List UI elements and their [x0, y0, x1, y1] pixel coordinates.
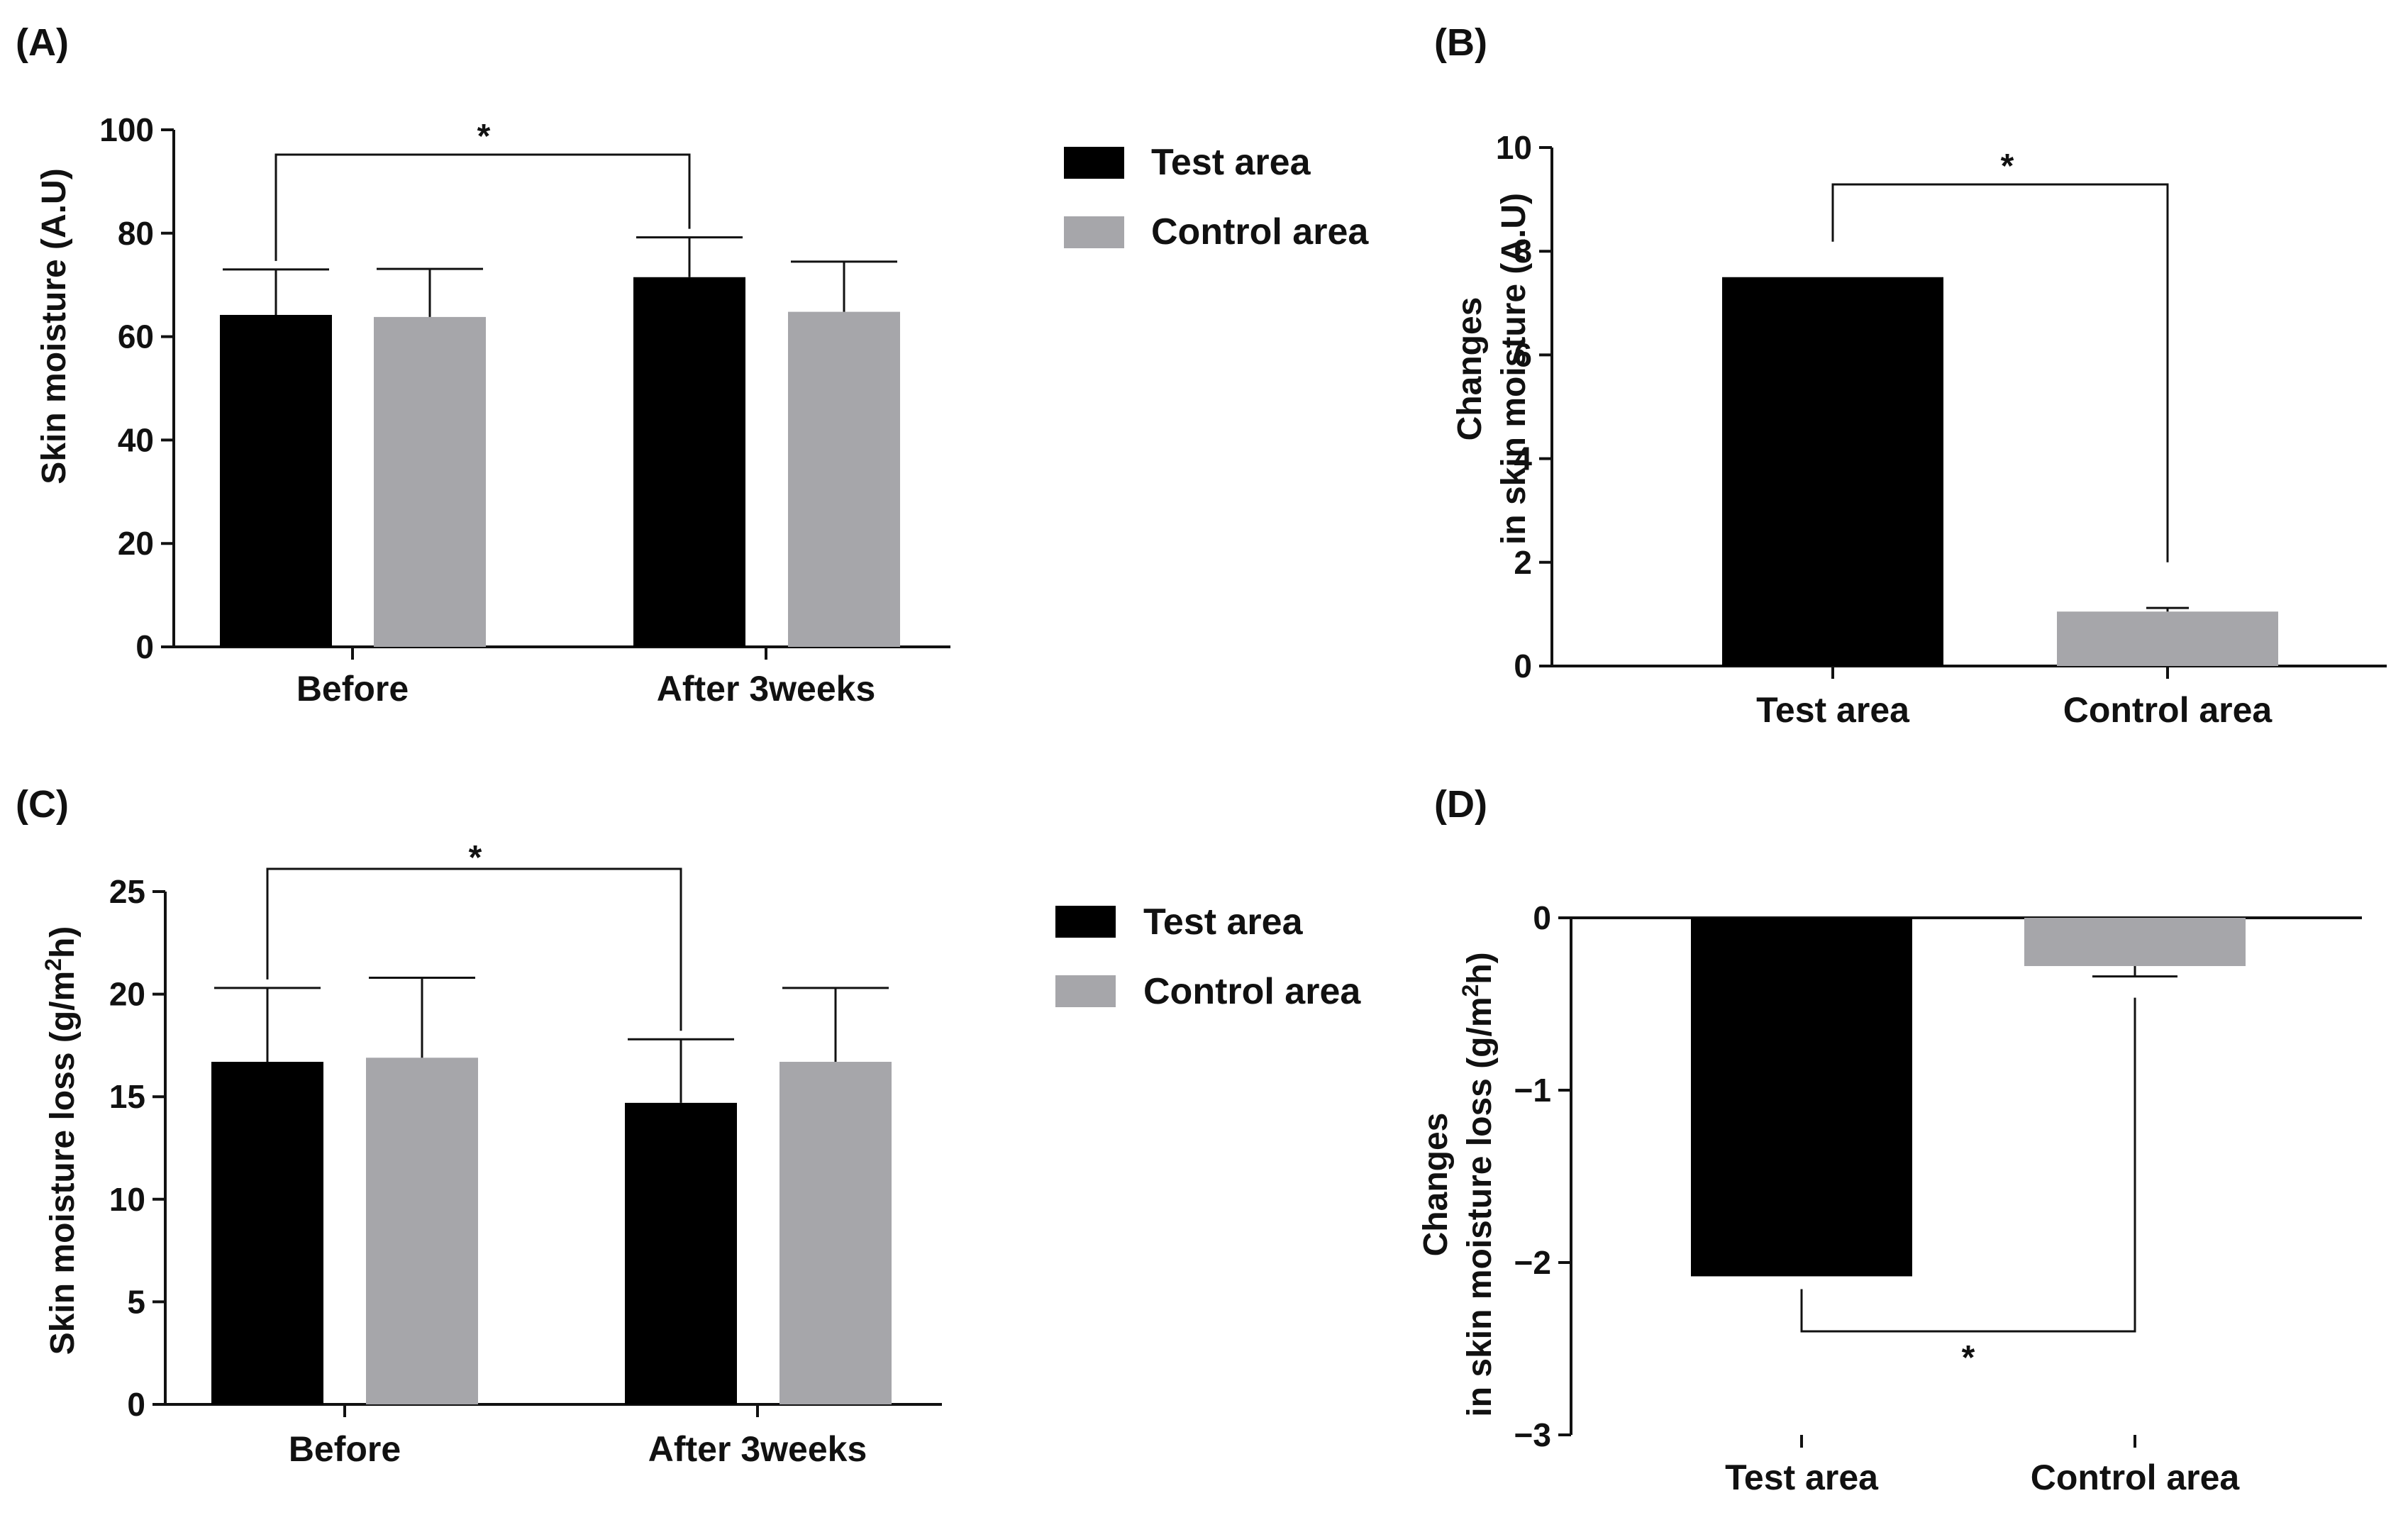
panel-d-bar [1691, 918, 1912, 1277]
panel-a-y-tick-label: 100 [99, 111, 154, 148]
panel-a-significance-bracket [274, 153, 691, 261]
panel-c-bar [779, 1062, 892, 1404]
legend-label-control: Control area [1151, 211, 1369, 253]
panel-d-category-label: Test area [1725, 1458, 1879, 1497]
panel-d-y-axis-title-main: in skin moisture loss (g/m [1461, 997, 1499, 1416]
panel-b-bar [1722, 277, 1943, 666]
panel-b-y-tick-label: 4 [1514, 440, 1532, 477]
panel-d-label: (D) [1434, 783, 1487, 826]
panel-a-bar [220, 314, 332, 647]
panel-c-y-tick-label: 15 [109, 1078, 145, 1115]
panel-c-y-axis-title: Skin moisture loss (g/m2h) [40, 926, 82, 1355]
panel-b-label: (B) [1434, 21, 1487, 64]
panel-c-y-axis-title-superscript: 2 [40, 958, 66, 971]
legend-swatch-control [1064, 216, 1124, 248]
panel-a-y-tick-label: 60 [118, 318, 154, 355]
panel-b-y-axis-title-line1: Changes [1451, 297, 1489, 441]
panel-d-significance-marker: * [1962, 1339, 1975, 1377]
panel-c-category-label: After 3weeks [648, 1429, 867, 1469]
panel-b-significance-marker: * [2001, 148, 2014, 185]
panel-b-category-label: Test area [1756, 690, 1910, 730]
panel-a-category-label: Before [296, 669, 409, 709]
panel-a-y-tick-label: 0 [135, 628, 154, 665]
panel-a-y-tick-label: 80 [118, 215, 154, 252]
panel-c: (C) Skin moisture loss (g/m2h) Before Af… [16, 783, 942, 1469]
legend-label-control: Control area [1143, 971, 1361, 1012]
panel-d-y-tick-label: −1 [1514, 1072, 1551, 1109]
legend-bottom: Test area Control area [1055, 902, 1361, 1012]
panel-c-y-tick-label: 10 [109, 1181, 145, 1218]
panel-d-category-label: Control area [2031, 1458, 2241, 1497]
panel-a-bar [633, 277, 745, 647]
panel-b-y-tick-label: 2 [1514, 544, 1532, 581]
panel-a-y-tick-label: 40 [118, 421, 154, 458]
legend-swatch-test [1055, 906, 1116, 938]
panel-d-y-tick-label: −3 [1514, 1416, 1551, 1453]
panel-b-y-tick-label: 10 [1496, 129, 1532, 166]
panel-c-y-tick-label: 25 [109, 873, 145, 910]
panel-c-y-tick-label: 5 [127, 1283, 145, 1320]
panel-c-y-axis-title-main: Skin moisture loss (g/m [44, 971, 82, 1355]
panel-c-y-tick-label: 0 [127, 1386, 145, 1423]
legend-label-test: Test area [1151, 142, 1311, 183]
panel-d-y-axis-title-line2: in skin moisture loss (g/m2h) [1458, 952, 1499, 1416]
panel-c-bar [625, 1102, 737, 1404]
panel-c-label: (C) [16, 783, 69, 826]
panel-c-bar [211, 1062, 323, 1404]
panel-d-y-axis-title-end: h) [1461, 952, 1499, 984]
panel-d: (D) Changes in skin moisture loss (g/m2h… [1417, 783, 2362, 1497]
panel-b-y-tick-label: 8 [1514, 233, 1532, 270]
panel-b-y-axis-title-line2: in skin moisture (A.U) [1495, 193, 1533, 545]
panel-d-y-tick-label: 0 [1533, 899, 1551, 936]
panel-c-category-label: Before [289, 1429, 401, 1469]
panel-a-y-axis-title: Skin moisture (A.U) [35, 168, 73, 484]
panel-b: (B) Changes in skin moisture (A.U) Test … [1434, 21, 2387, 730]
legend-swatch-test [1064, 147, 1124, 179]
panel-c-significance-marker: * [469, 839, 482, 877]
panel-a-category-label: After 3weeks [657, 669, 876, 709]
legend-swatch-control [1055, 975, 1116, 1007]
panel-b-significance-bracket [1831, 183, 2169, 562]
panel-a-bar [788, 311, 900, 647]
panel-d-y-axis-title-superscript: 2 [1458, 984, 1483, 997]
panel-c-bar [366, 1058, 478, 1404]
panel-b-bar [2057, 611, 2278, 666]
panel-c-significance-bracket [266, 867, 682, 1031]
panel-b-y-tick-label: 6 [1514, 336, 1532, 373]
panel-a-bar [374, 316, 486, 647]
panel-d-bar [2024, 918, 2246, 967]
panel-c-y-axis-title-end: h) [44, 926, 82, 958]
panel-b-category-label: Control area [2063, 690, 2273, 730]
panel-c-y-tick-label: 20 [109, 976, 145, 1013]
panel-d-y-axis-title-line1: Changes [1417, 1113, 1455, 1257]
panel-a-label: (A) [16, 21, 69, 64]
panel-d-y-tick-label: −2 [1514, 1244, 1551, 1281]
panel-d-significance-bracket [1800, 997, 2136, 1333]
panel-a-significance-marker: * [477, 118, 491, 155]
legend-top: Test area Control area [1064, 142, 1369, 253]
panel-b-y-tick-label: 0 [1514, 648, 1532, 684]
panel-a: (A) Skin moisture (A.U) Before After 3we… [16, 21, 950, 709]
panel-a-y-tick-label: 20 [118, 525, 154, 562]
legend-label-test: Test area [1143, 902, 1304, 943]
